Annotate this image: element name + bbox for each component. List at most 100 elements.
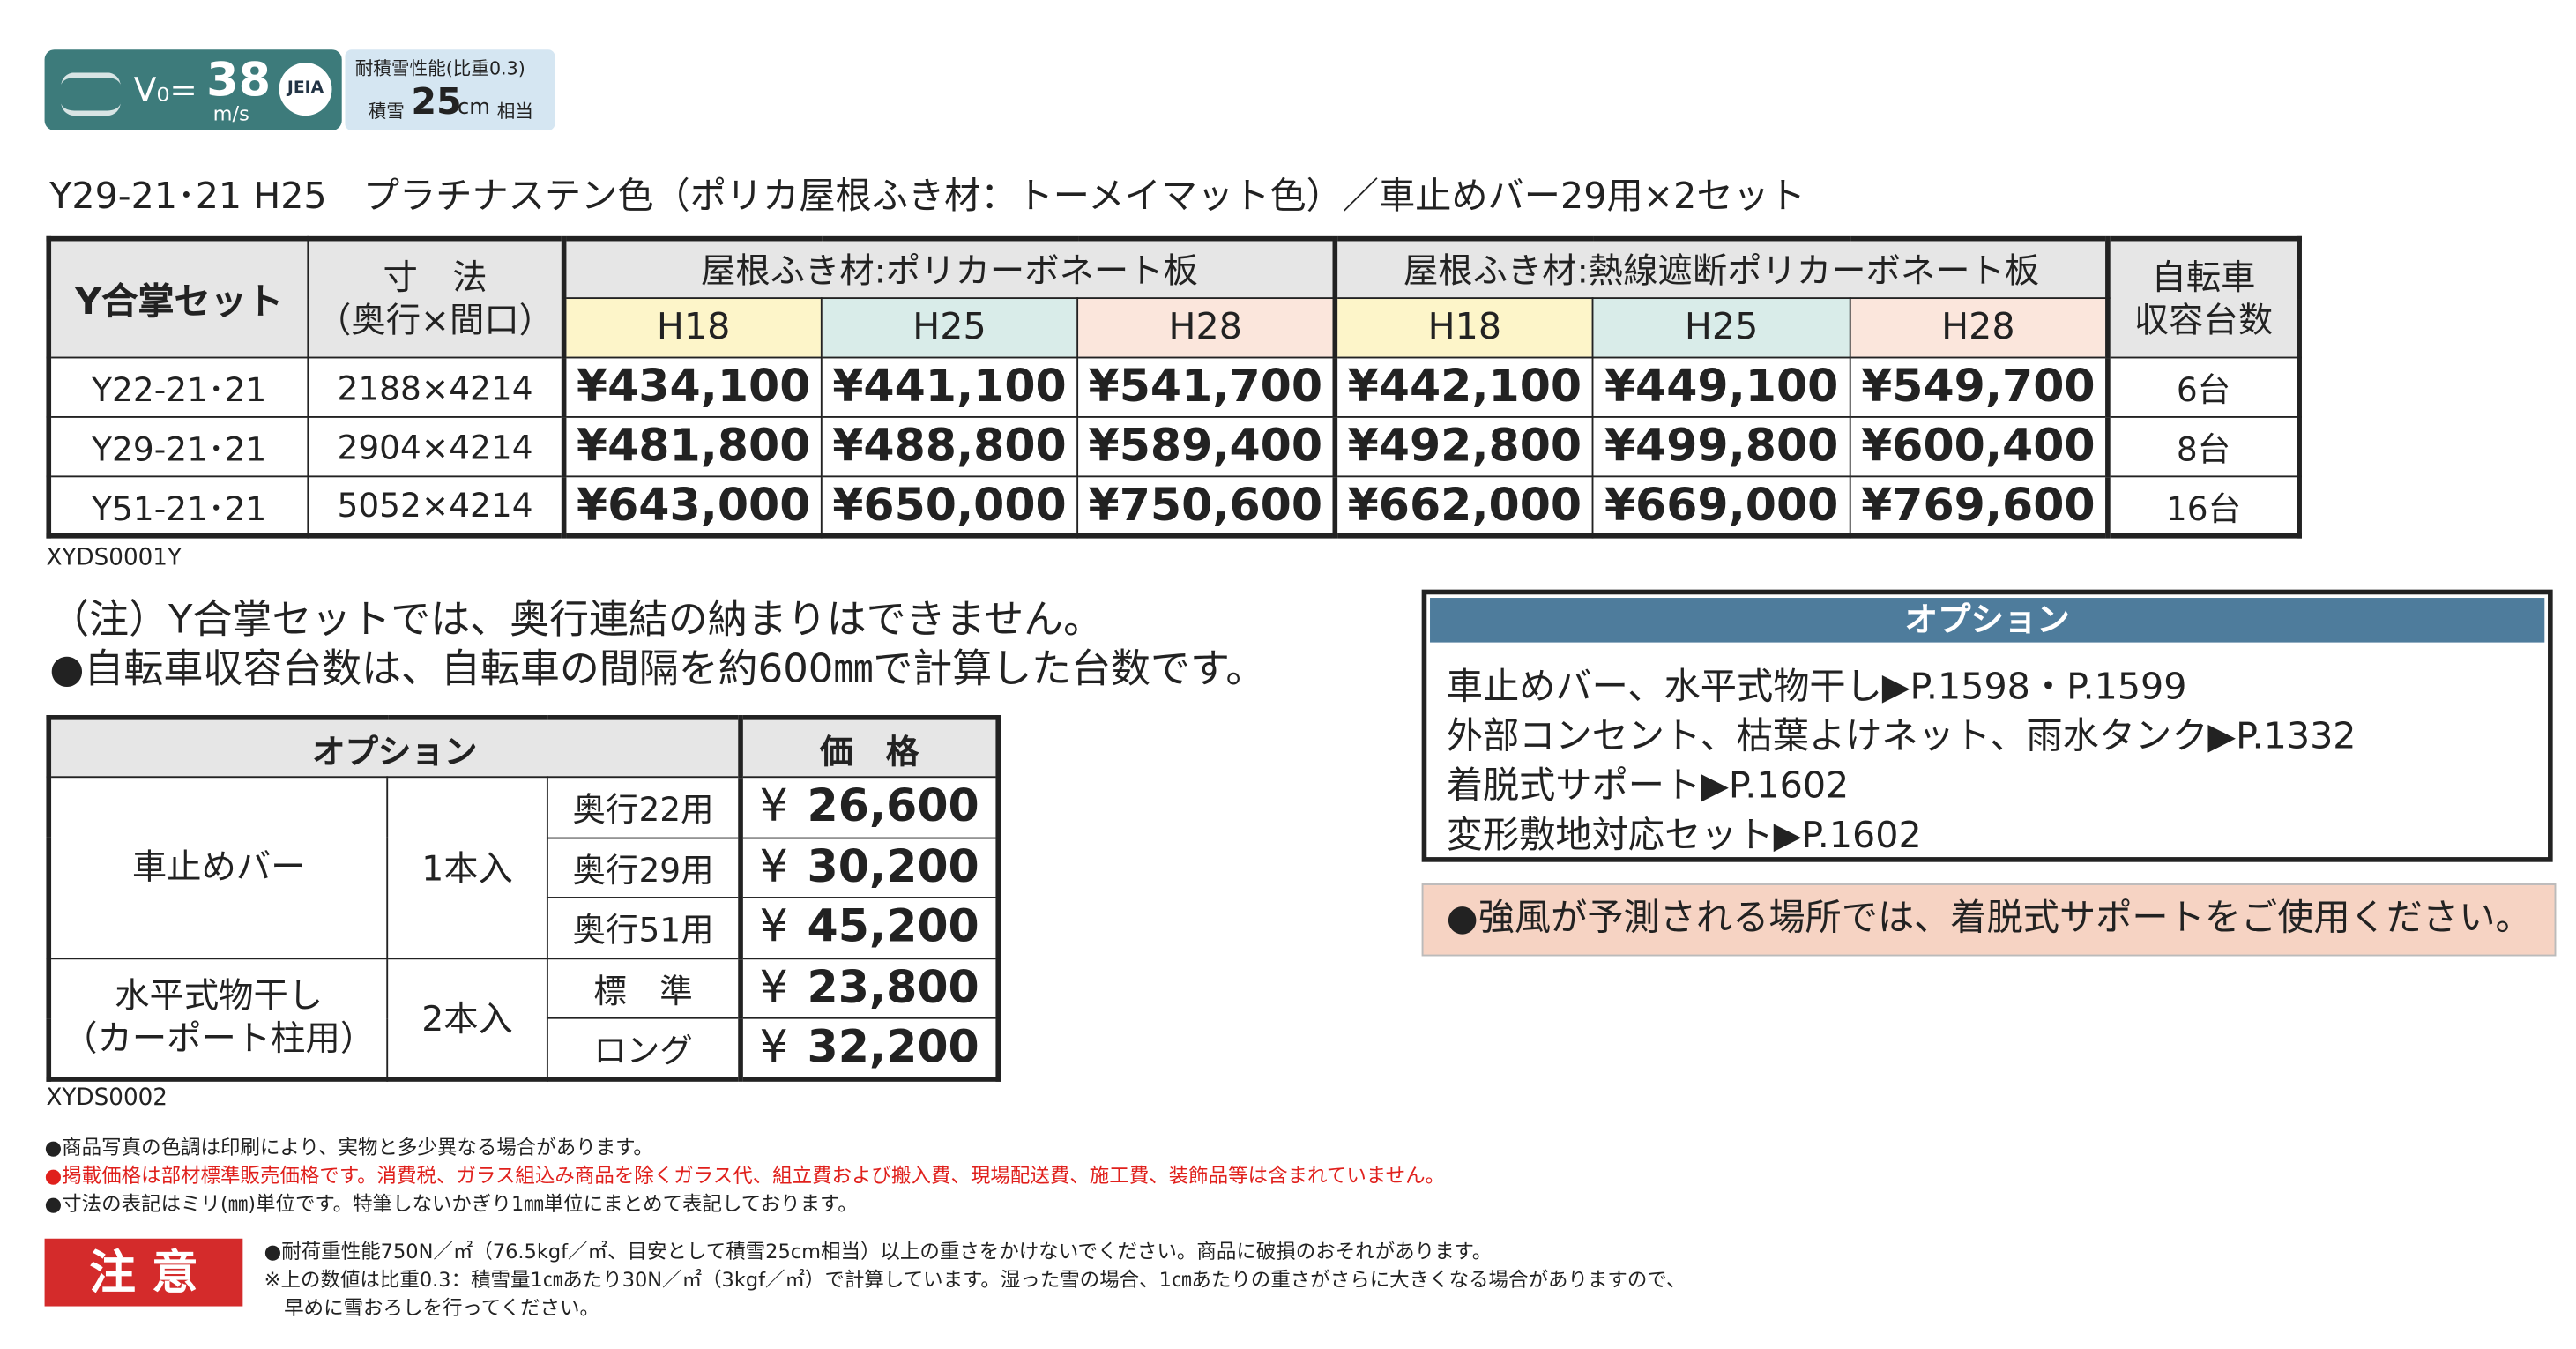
price: ¥669,000 xyxy=(1591,475,1851,537)
option-header: オプション xyxy=(48,716,742,779)
cell-line: 水平式物干し xyxy=(115,975,324,1016)
snow-value: 25 xyxy=(411,82,462,124)
wind-unit: m/s xyxy=(212,102,249,126)
header-row: Y合掌セット寸 法（奥行×間口） 屋根ふき材:ポリカーボネート板 屋根ふき材:熱線遮… xyxy=(48,237,2301,359)
currency: ¥ xyxy=(759,841,788,893)
price: ¥769,600 xyxy=(1849,475,2109,537)
option-label: 標 準 xyxy=(546,957,742,1019)
heading: Y29-21･21 H25 プラチナステン色（ポリカ屋根ふき材：トーメイマット色… xyxy=(49,176,1806,219)
size: 5052×4214 xyxy=(307,475,565,537)
price: ¥549,700 xyxy=(1849,356,2109,418)
price-wrap: ¥26,600 xyxy=(746,781,996,833)
currency: ¥ xyxy=(759,1021,788,1073)
price-wrap: ¥30,200 xyxy=(746,841,996,893)
price: ¥481,800 xyxy=(561,415,823,478)
option-label: 奥行29用 xyxy=(546,836,742,898)
cell-line: 車止めバー xyxy=(131,847,306,888)
snow-prefix: 積雪 xyxy=(368,101,405,123)
sub-header: H18 xyxy=(1332,297,1594,359)
snow-title: 耐積雪性能(比重0.3) xyxy=(354,57,525,79)
option-line: 車止めバー、水平式物干し▶P.1598・P.1599 xyxy=(1446,667,2187,709)
option-qty: 2本入 xyxy=(386,957,548,1080)
option-price: ¥32,200 xyxy=(738,1017,1000,1079)
header-row: オプション価 格 xyxy=(48,716,1000,779)
capacity: 6台 xyxy=(2105,356,2301,418)
price-wrap: ¥23,800 xyxy=(746,962,996,1014)
subheader-row: H18 H25 H28 H18 H25 H28 xyxy=(48,297,2299,359)
option-price: ¥26,600 xyxy=(738,776,1000,838)
footnote: ●寸法の表記はミリ(㎜)単位です。特筆しないかぎり1㎜単位にまとめて表記しており… xyxy=(44,1192,858,1216)
capacity-header: 自転車 収容台数 xyxy=(2105,237,2301,359)
size-header: 寸 法（奥行×間口） xyxy=(307,237,565,359)
price-value: 26,600 xyxy=(807,781,979,833)
sub-header: H18 xyxy=(561,297,823,359)
table-code: XYDS0001Y xyxy=(46,545,182,572)
price: ¥499,800 xyxy=(1591,415,1851,478)
option-name: 車止めバー xyxy=(48,776,389,959)
option-line: 着脱式サポート▶P.1602 xyxy=(1446,766,1850,808)
price: ¥442,100 xyxy=(1332,356,1594,418)
option-line: 変形敷地対応セット▶P.1602 xyxy=(1446,816,1922,858)
wind-badge: V₀= 38 m/s JEIA xyxy=(44,49,342,130)
price-header: 価 格 xyxy=(738,716,1000,779)
price-value: 30,200 xyxy=(807,841,979,893)
price-table: Y合掌セット寸 法（奥行×間口） 屋根ふき材:ポリカーボネート板 屋根ふき材:熱線遮… xyxy=(46,235,2302,539)
sub-header: H28 xyxy=(1849,297,2109,359)
wind-prefix: V₀= xyxy=(133,69,197,109)
currency: ¥ xyxy=(759,962,788,1014)
model: Y22-21･21 xyxy=(48,356,309,418)
snow-suffix: 相当 xyxy=(496,101,533,123)
data-row: Y29-21･21 2904×4214 ¥481,800 ¥488,800 ¥589,4… xyxy=(48,415,2301,478)
option-row: 水平式物干し （カーポート柱用） 2本入標 準 ¥23,800 xyxy=(48,957,1000,1080)
price: ¥441,100 xyxy=(820,356,1079,418)
model: Y29-21･21 xyxy=(48,415,309,478)
cell-line: （奥行×間口） xyxy=(316,300,555,340)
price: ¥589,400 xyxy=(1076,415,1336,478)
sub-header: H25 xyxy=(820,297,1079,359)
note: （注）Y合掌セットでは、奥行連結の納まりはできません。 xyxy=(49,596,1104,643)
option-qty: 1本入 xyxy=(386,776,548,959)
footnote: ●掲載価格は部材標準販売価格です。消費税、ガラス組込み商品を除くガラス代、組立費… xyxy=(44,1164,1446,1188)
cell-line: （カーポート柱用） xyxy=(63,1018,376,1059)
capacity: 8台 xyxy=(2105,415,2301,478)
size: 2188×4214 xyxy=(307,356,565,418)
sub-header: H25 xyxy=(1591,297,1851,359)
option-name: 水平式物干し （カーポート柱用） xyxy=(48,957,389,1080)
price-value: 45,200 xyxy=(807,902,979,954)
option-row: 奥行29用 ¥30,200 xyxy=(48,836,1000,898)
table-code: XYDS0002 xyxy=(46,1084,168,1112)
option-line: 外部コンセント、枯葉よけネット、雨水タンク▶P.1332 xyxy=(1446,716,2356,758)
option-label: 奥行22用 xyxy=(546,776,742,838)
size: 2904×4214 xyxy=(307,415,565,478)
option-price: ¥30,200 xyxy=(738,836,1000,898)
cell-line: 自転車 xyxy=(2151,257,2256,298)
data-row: Y51-21･21 5052×4214 ¥643,000 ¥650,000 ¥750,6… xyxy=(48,475,2301,537)
group-header: 屋根ふき材:ポリカーボネート板 xyxy=(561,237,1336,300)
price: ¥750,600 xyxy=(1076,475,1336,537)
snow-badge: 耐積雪性能(比重0.3) 積雪 25 cm 相当 xyxy=(345,49,555,130)
caution-line: ●耐荷重性能750N／㎡（76.5kgf／㎡、目安として積雪25cm相当）以上の… xyxy=(264,1240,1493,1263)
price: ¥434,100 xyxy=(561,356,823,418)
group-header: 屋根ふき材:熱線遮断ポリカーボネート板 xyxy=(1332,237,2109,300)
price: ¥449,100 xyxy=(1591,356,1851,418)
set-header: Y合掌セット xyxy=(48,237,309,359)
price-wrap: ¥32,200 xyxy=(746,1021,996,1073)
logo-text: JEIA xyxy=(287,78,324,98)
option-label: ロング xyxy=(546,1017,742,1079)
price: ¥643,000 xyxy=(561,475,823,537)
footnote: ●商品写真の色調は印刷により、実物と多少異なる場合があります。 xyxy=(44,1136,653,1159)
caution-label: 注 意 xyxy=(44,1238,243,1307)
currency: ¥ xyxy=(759,902,788,954)
data-row: Y22-21･21 2188×4214 ¥434,100 ¥441,100 ¥541,7… xyxy=(48,356,2301,418)
caution-line: 早めに雪おろしを行ってください。 xyxy=(264,1296,599,1320)
note: ●自転車収容台数は、自転車の間隔を約600㎜で計算した台数です。 xyxy=(49,645,1266,692)
option-table: オプション価 格車止めバー 1本入 奥行22用 ¥26,600 奥行29用 ¥30,200… xyxy=(46,715,1001,1081)
currency: ¥ xyxy=(759,781,788,833)
price: ¥488,800 xyxy=(820,415,1079,478)
sub-header: H28 xyxy=(1076,297,1336,359)
option-row: ロング ¥32,200 xyxy=(48,1017,1000,1079)
cell-line: 寸 法 xyxy=(383,257,488,298)
option-row: 車止めバー 1本入 奥行22用 ¥26,600 xyxy=(48,776,1000,959)
price: ¥492,800 xyxy=(1332,415,1594,478)
